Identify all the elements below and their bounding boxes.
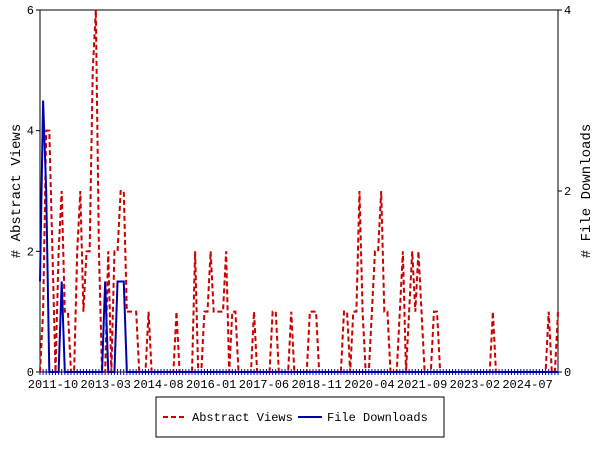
x-tick-label: 2017-06 [239, 378, 289, 392]
y-tick-label: 2 [27, 245, 34, 259]
series-line [39, 100, 558, 373]
y-axis-label: # Abstract Views [9, 124, 25, 258]
y2-axis-label: # File Downloads [579, 124, 595, 258]
x-tick-label: 2020-04 [344, 378, 394, 392]
x-tick-label: 2016-01 [186, 378, 236, 392]
x-tick-label: 2024-07 [502, 378, 552, 392]
y-tick-label: 4 [27, 125, 34, 139]
x-tick-label: 2023-02 [450, 378, 500, 392]
x-tick-label: 2014-08 [133, 378, 183, 392]
legend-label: Abstract Views [192, 411, 293, 425]
y2-tick-label: 0 [564, 366, 571, 380]
series-line [39, 9, 559, 373]
plot-frame [39, 9, 559, 373]
y-tick-label: 0 [27, 366, 34, 380]
legend-label: File Downloads [327, 411, 428, 425]
x-tick-label: 2018-11 [291, 378, 341, 392]
y2-tick-label: 4 [564, 4, 571, 18]
x-tick-label: 2013-03 [81, 378, 131, 392]
x-tick-label: 2021-09 [397, 378, 447, 392]
y-tick-label: 6 [27, 4, 34, 18]
x-tick-label: 2011-10 [28, 378, 78, 392]
y2-tick-label: 2 [564, 185, 571, 199]
